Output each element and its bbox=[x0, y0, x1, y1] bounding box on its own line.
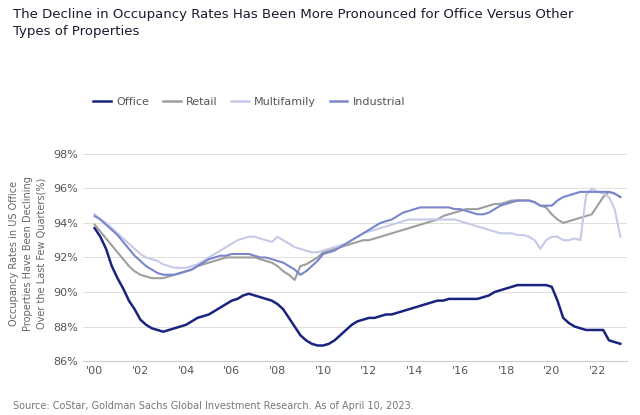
Industrial bbox=[205, 257, 212, 262]
Industrial bbox=[91, 214, 99, 219]
Office bbox=[91, 226, 99, 231]
Line: Industrial: Industrial bbox=[95, 192, 620, 275]
Legend: Office, Retail, Multifamily, Industrial: Office, Retail, Multifamily, Industrial bbox=[89, 93, 410, 112]
Retail bbox=[616, 195, 624, 200]
Retail bbox=[514, 198, 522, 203]
Industrial bbox=[159, 272, 167, 277]
Office bbox=[177, 324, 184, 329]
Multifamily bbox=[359, 231, 367, 236]
Industrial bbox=[165, 272, 173, 277]
Office bbox=[514, 283, 522, 288]
Industrial bbox=[577, 189, 584, 194]
Multifamily bbox=[514, 232, 522, 237]
Multifamily bbox=[462, 220, 470, 225]
Industrial bbox=[462, 208, 470, 213]
Industrial bbox=[182, 269, 190, 274]
Line: Multifamily: Multifamily bbox=[95, 188, 620, 268]
Multifamily bbox=[171, 265, 179, 270]
Multifamily bbox=[91, 212, 99, 217]
Multifamily bbox=[616, 234, 624, 239]
Line: Office: Office bbox=[95, 228, 620, 346]
Office bbox=[359, 317, 367, 322]
Retail bbox=[199, 262, 207, 267]
Retail bbox=[159, 276, 167, 281]
Text: The Decline in Occupancy Rates Has Been More Pronounced for Office Versus Other
: The Decline in Occupancy Rates Has Been … bbox=[13, 8, 573, 38]
Retail bbox=[177, 271, 184, 276]
Multifamily bbox=[205, 255, 212, 260]
Office bbox=[462, 296, 470, 301]
Retail bbox=[359, 238, 367, 243]
Multifamily bbox=[159, 262, 167, 267]
Industrial bbox=[359, 231, 367, 236]
Industrial bbox=[616, 195, 624, 200]
Office bbox=[616, 341, 624, 346]
Industrial bbox=[514, 198, 522, 203]
Retail bbox=[291, 277, 298, 282]
Office bbox=[159, 329, 167, 334]
Multifamily bbox=[588, 186, 596, 191]
Retail bbox=[605, 189, 612, 194]
Retail bbox=[91, 222, 99, 227]
Office bbox=[314, 343, 321, 348]
Office bbox=[199, 314, 207, 319]
Line: Retail: Retail bbox=[95, 192, 620, 280]
Text: Source: CoStar, Goldman Sachs Global Investment Research. As of April 10, 2023.: Source: CoStar, Goldman Sachs Global Inv… bbox=[13, 401, 413, 411]
Retail bbox=[462, 207, 470, 212]
Multifamily bbox=[182, 265, 190, 270]
Y-axis label: Occupancy Rates in US Office
Properties Have Been Declining
Over the Last Few Qu: Occupancy Rates in US Office Properties … bbox=[8, 176, 47, 331]
